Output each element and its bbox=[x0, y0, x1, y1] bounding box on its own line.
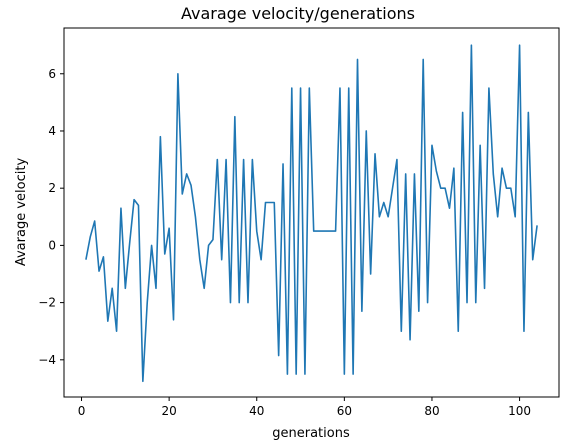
plot-area bbox=[86, 45, 537, 381]
x-axis-label: generations bbox=[272, 426, 350, 441]
y-axis: −4 −2 0 2 4 6 bbox=[38, 67, 64, 367]
y-tick-label: 0 bbox=[48, 238, 56, 252]
x-axis: 0 20 40 60 80 100 bbox=[78, 397, 531, 418]
y-axis-label: Avarage velocity bbox=[14, 158, 29, 267]
y-tick-label: −4 bbox=[38, 353, 56, 367]
x-tick-label: 0 bbox=[78, 404, 86, 418]
x-tick-label: 60 bbox=[337, 404, 352, 418]
x-tick-label: 100 bbox=[508, 404, 531, 418]
x-tick-label: 40 bbox=[249, 404, 264, 418]
y-tick-label: 6 bbox=[48, 67, 56, 81]
y-tick-label: −2 bbox=[38, 296, 56, 310]
y-tick-label: 4 bbox=[48, 124, 56, 138]
series-line-0 bbox=[86, 45, 537, 381]
chart-title: Avarage velocity/generations bbox=[181, 4, 415, 23]
x-tick-label: 80 bbox=[424, 404, 439, 418]
y-tick-label: 2 bbox=[48, 181, 56, 195]
x-tick-label: 20 bbox=[161, 404, 176, 418]
